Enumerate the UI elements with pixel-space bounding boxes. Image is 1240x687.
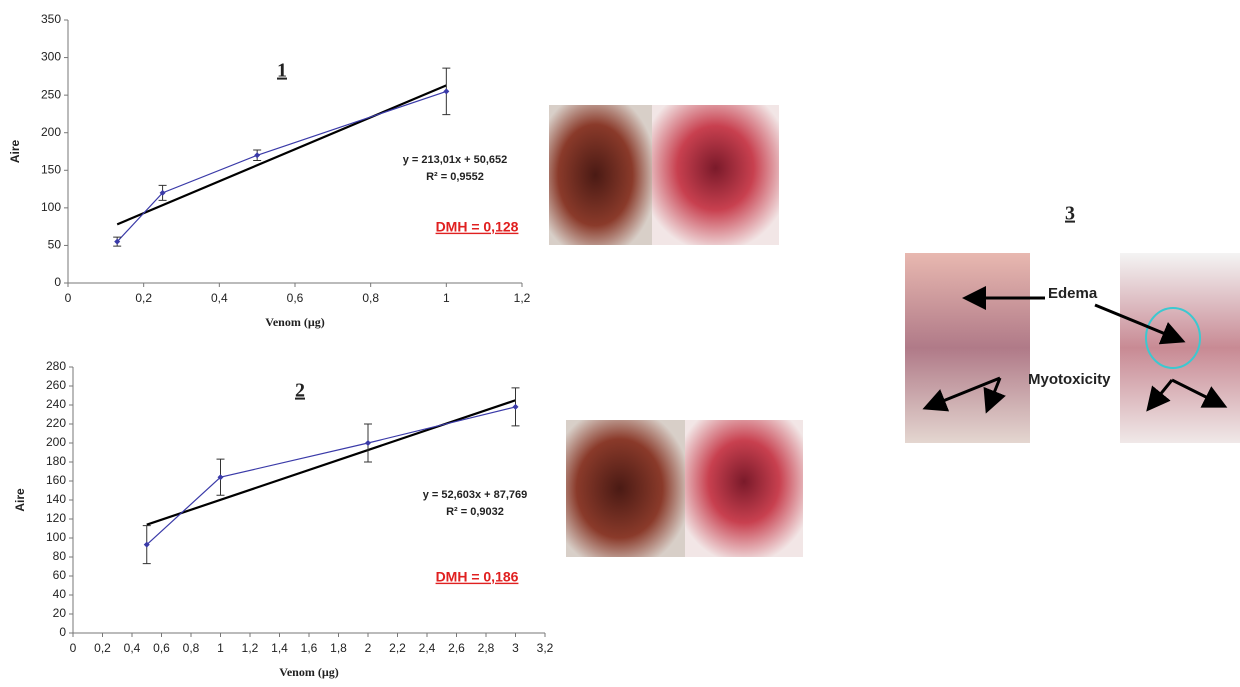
photo bbox=[685, 420, 803, 557]
photo bbox=[1120, 253, 1240, 443]
x-tick-label: 3,2 bbox=[537, 641, 554, 655]
y-tick-label: 100 bbox=[41, 200, 61, 214]
x-tick-label: 0,6 bbox=[287, 291, 304, 305]
photo bbox=[549, 105, 652, 245]
x-tick-label: 1,6 bbox=[301, 641, 318, 655]
point bbox=[443, 88, 449, 94]
x-tick-label: 0,8 bbox=[183, 641, 200, 655]
series-line bbox=[147, 407, 516, 545]
figure: 3 Edema Myotoxicity 05010015020025030035… bbox=[0, 0, 1240, 687]
x-tick-label: 1 bbox=[217, 641, 224, 655]
x-tick-label: 0,8 bbox=[362, 291, 379, 305]
x-tick-label: 0,6 bbox=[153, 641, 170, 655]
y-tick-label: 140 bbox=[46, 492, 66, 506]
y-tick-label: 220 bbox=[46, 416, 66, 430]
y-tick-label: 40 bbox=[53, 587, 67, 601]
x-tick-label: 2,8 bbox=[478, 641, 495, 655]
y-tick-label: 20 bbox=[53, 606, 67, 620]
x-tick-label: 2 bbox=[365, 641, 372, 655]
dmh-label: DMH = 0,128 bbox=[436, 219, 519, 235]
y-tick-label: 300 bbox=[41, 50, 61, 64]
y-tick-label: 350 bbox=[41, 12, 61, 26]
x-tick-label: 2,2 bbox=[389, 641, 406, 655]
panel-label: 1 bbox=[277, 60, 287, 82]
photo bbox=[905, 253, 1030, 443]
point bbox=[365, 440, 371, 446]
x-tick-label: 0,4 bbox=[211, 291, 228, 305]
y-tick-label: 200 bbox=[46, 435, 66, 449]
x-tick-label: 0 bbox=[65, 291, 72, 305]
point bbox=[513, 404, 519, 410]
y-tick-label: 240 bbox=[46, 397, 66, 411]
x-tick-label: 0,2 bbox=[94, 641, 111, 655]
y-tick-label: 120 bbox=[46, 511, 66, 525]
y-tick-label: 250 bbox=[41, 87, 61, 101]
r-squared: R² = 0,9552 bbox=[426, 171, 484, 183]
y-tick-label: 50 bbox=[48, 238, 62, 252]
y-tick-label: 100 bbox=[46, 530, 66, 544]
x-tick-label: 0,2 bbox=[135, 291, 152, 305]
annotation: Myotoxicity bbox=[1028, 371, 1111, 388]
x-tick-label: 0 bbox=[70, 641, 77, 655]
x-tick-label: 1,2 bbox=[242, 641, 259, 655]
y-axis-label: Aire bbox=[13, 488, 27, 512]
x-axis-label: Venom (µg) bbox=[279, 665, 338, 679]
y-tick-label: 0 bbox=[59, 625, 66, 639]
x-tick-label: 1 bbox=[443, 291, 450, 305]
equation: y = 213,01x + 50,652 bbox=[403, 154, 508, 166]
trendline bbox=[117, 85, 446, 224]
series-line bbox=[117, 91, 446, 241]
panel-label: 2 bbox=[295, 380, 305, 402]
y-tick-label: 260 bbox=[46, 378, 66, 392]
y-tick-label: 80 bbox=[53, 549, 67, 563]
x-tick-label: 1,8 bbox=[330, 641, 347, 655]
panel-label: 3 bbox=[1065, 203, 1075, 225]
equation: y = 52,603x + 87,769 bbox=[423, 489, 528, 501]
dmh-label: DMH = 0,186 bbox=[436, 569, 519, 585]
x-tick-label: 1,4 bbox=[271, 641, 288, 655]
x-axis-label: Venom (µg) bbox=[265, 315, 324, 329]
y-tick-label: 160 bbox=[46, 473, 66, 487]
photo bbox=[652, 105, 779, 245]
y-tick-label: 200 bbox=[41, 125, 61, 139]
x-tick-label: 0,4 bbox=[124, 641, 141, 655]
y-tick-label: 0 bbox=[54, 275, 61, 289]
y-tick-label: 280 bbox=[46, 359, 66, 373]
x-tick-label: 2,4 bbox=[419, 641, 436, 655]
annotation: Edema bbox=[1048, 285, 1098, 302]
y-tick-label: 150 bbox=[41, 162, 61, 176]
x-tick-label: 1,2 bbox=[514, 291, 531, 305]
point bbox=[254, 152, 260, 158]
y-axis-label: Aire bbox=[8, 140, 22, 164]
x-tick-label: 2,6 bbox=[448, 641, 465, 655]
y-tick-label: 60 bbox=[53, 568, 67, 582]
photo bbox=[566, 420, 685, 557]
r-squared: R² = 0,9032 bbox=[446, 506, 504, 518]
y-tick-label: 180 bbox=[46, 454, 66, 468]
x-tick-label: 3 bbox=[512, 641, 519, 655]
